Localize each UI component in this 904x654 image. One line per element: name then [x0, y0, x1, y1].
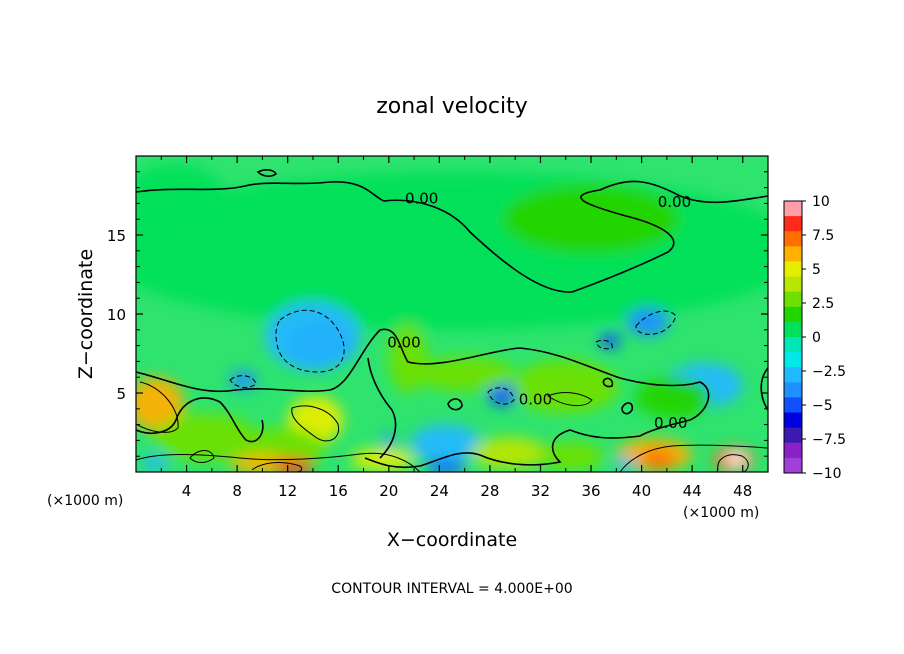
colorbar-swatch [784, 442, 802, 459]
plot-area: 0.00 0.00 0.00 0.00 0.00 [136, 156, 768, 472]
zero-contour-left [136, 397, 264, 443]
colorbar-tick-label: 7.5 [812, 228, 834, 244]
negative-contour [635, 310, 677, 335]
contour-label: 0.00 [405, 190, 438, 208]
y-tick-label: 15 [107, 227, 126, 245]
x-tick-label: 12 [278, 482, 297, 500]
field-blob [502, 184, 680, 254]
colorbar-swatch [784, 352, 802, 368]
colorbar-swatch [784, 457, 802, 474]
colorbar: 10 7.5 5 2.5 0 −2.5 −5 −7.5 −10 [783, 194, 846, 482]
y-tick-label: 10 [107, 306, 126, 324]
negative-contour [229, 375, 257, 388]
colorbar-swatch [784, 306, 802, 323]
colorbar-swatch [784, 412, 802, 429]
contour-labels: 0.00 0.00 0.00 0.00 0.00 [387, 190, 691, 432]
x-tick-label: 28 [480, 482, 499, 500]
field-blob [414, 356, 516, 392]
field-blob [381, 434, 397, 447]
field-blob [136, 377, 185, 431]
contour-label: 0.00 [519, 390, 552, 408]
negative-contour [275, 309, 345, 373]
colorbar-swatch [784, 321, 802, 338]
y-axis-label: Z−coordinate [75, 249, 97, 379]
zero-contour-upper [136, 180, 768, 293]
colorbar-swatch [784, 246, 802, 262]
zero-contour-lower [136, 328, 710, 469]
field-blob [626, 307, 670, 337]
contour-label: 0.00 [387, 333, 420, 351]
negative-contour [487, 387, 515, 405]
field-blob [136, 163, 225, 228]
field-blob [264, 301, 361, 371]
negative-contour [595, 339, 613, 350]
zero-contour-small [447, 398, 463, 411]
x-tick-label: 48 [733, 482, 752, 500]
colorbar-swatch [784, 367, 802, 383]
colorbar-tick-label: 2.5 [812, 296, 834, 312]
colorbar-swatch [784, 261, 802, 278]
colorbar-swatch [784, 201, 802, 217]
positive-contour [546, 392, 593, 406]
colorbar-swatch [784, 276, 802, 293]
contour-label: 0.00 [654, 414, 687, 432]
x-tick-label: 36 [581, 482, 600, 500]
zero-contour-small [602, 377, 614, 388]
colorbar-swatch [784, 216, 802, 232]
positive-contour [136, 452, 421, 472]
x-axis-label: X−coordinate [387, 529, 517, 551]
colorbar-swatch [784, 291, 802, 308]
contour-interval-footer: CONTOUR INTERVAL = 4.000E+00 [331, 581, 572, 597]
x-tick-label: 8 [232, 482, 242, 500]
colorbar-swatch [784, 397, 802, 414]
colorbar-swatch [784, 231, 802, 247]
x-unit-right: (×1000 m) [683, 505, 759, 521]
x-tick-label: 40 [632, 482, 651, 500]
field-blob [142, 454, 168, 471]
positive-contour [717, 454, 749, 472]
colorbar-swatch [784, 337, 802, 353]
field-blob [487, 383, 518, 406]
colorbar-swatch [784, 382, 802, 398]
colorbar-tick-label: 0 [812, 330, 821, 346]
colorbar-tick-label: −5 [812, 398, 833, 414]
colorbar-tick-label: 5 [812, 262, 821, 278]
x-tick-label: 24 [430, 482, 449, 500]
colorbar-tick-label: 10 [812, 194, 830, 210]
x-tick-label: 20 [379, 482, 398, 500]
colorbar-tick-label: −7.5 [812, 432, 846, 448]
contour-label: 0.00 [658, 193, 691, 211]
x-tick-label: 44 [683, 482, 702, 500]
field-blob [154, 413, 257, 461]
colorbar-tick-label: −10 [812, 466, 842, 482]
field-blob [641, 449, 675, 469]
field-blob [273, 457, 315, 472]
positive-contour [136, 381, 179, 433]
field-blob [425, 460, 466, 472]
positive-contour [619, 444, 768, 472]
positive-contour [291, 405, 340, 442]
field-blob [599, 332, 621, 349]
field-blob [470, 437, 547, 469]
colorbar-swatch [784, 427, 802, 444]
zero-contour-small [621, 402, 634, 415]
colorbar-tick-label: −2.5 [812, 364, 846, 380]
field-blob [540, 441, 604, 471]
zero-contour-right [760, 367, 768, 411]
chart-title: zonal velocity [376, 94, 528, 119]
positive-contour [189, 450, 215, 463]
x-tick-label: 32 [531, 482, 550, 500]
x-tick-label: 16 [329, 482, 348, 500]
x-tick-label: 4 [182, 482, 192, 500]
zero-contour-ridge [367, 357, 397, 459]
y-tick-label: 5 [116, 385, 126, 403]
field-blob [635, 377, 712, 419]
zero-contour-small [256, 169, 278, 177]
x-unit-left: (×1000 m) [47, 493, 123, 509]
